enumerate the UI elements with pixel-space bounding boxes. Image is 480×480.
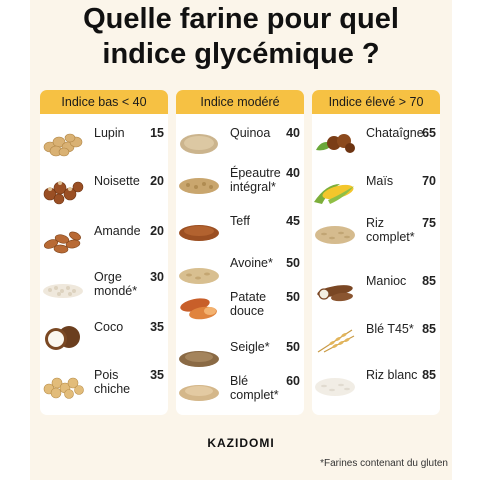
chestnut-icon bbox=[316, 134, 355, 153]
wheat-icon bbox=[317, 329, 355, 353]
list-item: Seigle* 50 bbox=[176, 340, 304, 380]
page-title: Quelle farine pour quel indice glycémiqu… bbox=[30, 2, 452, 72]
wholewheat-icon bbox=[179, 385, 219, 401]
food-name: Noisette bbox=[94, 174, 140, 188]
food-name: Teff bbox=[230, 214, 250, 228]
gi-value: 40 bbox=[286, 166, 300, 180]
rye-icon bbox=[179, 351, 219, 367]
brown-rice-icon bbox=[315, 226, 355, 244]
title-line-1: Quelle farine pour quel bbox=[83, 3, 399, 35]
barley-icon bbox=[43, 284, 83, 298]
column-low-gi: Indice bas < 40 Lupin 15 Noisette 20 bbox=[40, 90, 168, 415]
list-item: Patate douce 50 bbox=[176, 290, 304, 330]
gi-value: 50 bbox=[286, 256, 300, 270]
food-name: Amande bbox=[94, 224, 141, 238]
list-item: Amande 20 bbox=[40, 224, 168, 264]
food-name: Manioc bbox=[366, 274, 407, 288]
cassava-icon bbox=[317, 285, 353, 302]
gi-value: 35 bbox=[150, 320, 164, 334]
list-item: Maïs 70 bbox=[312, 174, 440, 214]
food-name: Patate douce bbox=[230, 290, 267, 318]
list-item: Riz blanc 85 bbox=[312, 368, 440, 408]
sweet-potato-icon bbox=[180, 298, 217, 320]
list-item: Riz complet* 75 bbox=[312, 216, 440, 256]
gi-value: 30 bbox=[150, 270, 164, 284]
list-item: Blé complet* 60 bbox=[176, 374, 304, 414]
food-name: Riz complet* bbox=[366, 216, 415, 244]
list-item: Teff 45 bbox=[176, 214, 304, 254]
gi-value: 45 bbox=[286, 214, 300, 228]
footnote: *Farines contenant du gluten bbox=[320, 458, 448, 469]
list-item: Coco 35 bbox=[40, 320, 168, 360]
food-name: Coco bbox=[94, 320, 124, 334]
gi-value: 70 bbox=[422, 174, 436, 188]
gi-value: 85 bbox=[422, 322, 436, 336]
list-item: Quinoa 40 bbox=[176, 126, 304, 166]
gi-value: 85 bbox=[422, 274, 436, 288]
gi-value: 20 bbox=[150, 224, 164, 238]
list-item: Manioc 85 bbox=[312, 274, 440, 314]
list-item: Lupin 15 bbox=[40, 126, 168, 166]
lupin-beans-icon bbox=[43, 133, 83, 157]
gi-value: 85 bbox=[422, 368, 436, 382]
spelt-icon bbox=[179, 178, 219, 194]
food-name: Chataîgne bbox=[366, 126, 424, 140]
gi-value: 60 bbox=[286, 374, 300, 388]
column-header-moderate: Indice modéré bbox=[176, 90, 304, 114]
gi-value: 75 bbox=[422, 216, 436, 230]
column-moderate-gi: Indice modéré Quinoa 40 Épeautre intégra… bbox=[176, 90, 304, 415]
list-item: Épeautre intégral* 40 bbox=[176, 166, 304, 206]
chickpeas-icon bbox=[43, 377, 84, 399]
column-header-high: Indice élevé > 70 bbox=[312, 90, 440, 114]
gi-value: 35 bbox=[150, 368, 164, 382]
gi-value: 40 bbox=[286, 126, 300, 140]
list-item: Avoine* 50 bbox=[176, 256, 304, 296]
white-rice-icon bbox=[315, 378, 355, 396]
oats-icon bbox=[179, 268, 219, 284]
food-name: Blé T45* bbox=[366, 322, 414, 336]
gi-value: 50 bbox=[286, 290, 300, 304]
food-name: Seigle* bbox=[230, 340, 270, 354]
food-name: Pois chiche bbox=[94, 368, 131, 396]
gi-value: 15 bbox=[150, 126, 164, 140]
list-item: Pois chiche 35 bbox=[40, 368, 168, 408]
food-name: Épeautre intégral* bbox=[230, 166, 281, 194]
gi-value: 50 bbox=[286, 340, 300, 354]
teff-icon bbox=[179, 225, 219, 241]
brand-logo: KAZIDOMI bbox=[207, 436, 275, 450]
food-name: Riz blanc bbox=[366, 368, 418, 382]
list-item: Blé T45* 85 bbox=[312, 322, 440, 362]
column-header-low: Indice bas < 40 bbox=[40, 90, 168, 114]
gi-value: 65 bbox=[422, 126, 436, 140]
list-item: Noisette 20 bbox=[40, 174, 168, 214]
column-high-gi: Indice élevé > 70 Chataîgne 65 Maïs 70 R… bbox=[312, 90, 440, 415]
almonds-icon bbox=[43, 231, 81, 254]
gi-value: 20 bbox=[150, 174, 164, 188]
list-item: Orge mondé* 30 bbox=[40, 270, 168, 310]
food-name: Lupin bbox=[94, 126, 125, 140]
coconut-icon bbox=[45, 326, 80, 350]
title-line-2: indice glycémique ? bbox=[102, 38, 380, 70]
food-name: Avoine* bbox=[230, 256, 273, 270]
quinoa-icon bbox=[180, 134, 218, 154]
food-name: Orge mondé* bbox=[94, 270, 138, 298]
food-name: Quinoa bbox=[230, 126, 271, 140]
corn-icon bbox=[314, 184, 354, 204]
hazelnuts-icon bbox=[43, 181, 84, 205]
food-name: Maïs bbox=[366, 174, 394, 188]
food-name: Blé complet* bbox=[230, 374, 279, 402]
list-item: Chataîgne 65 bbox=[312, 126, 440, 166]
